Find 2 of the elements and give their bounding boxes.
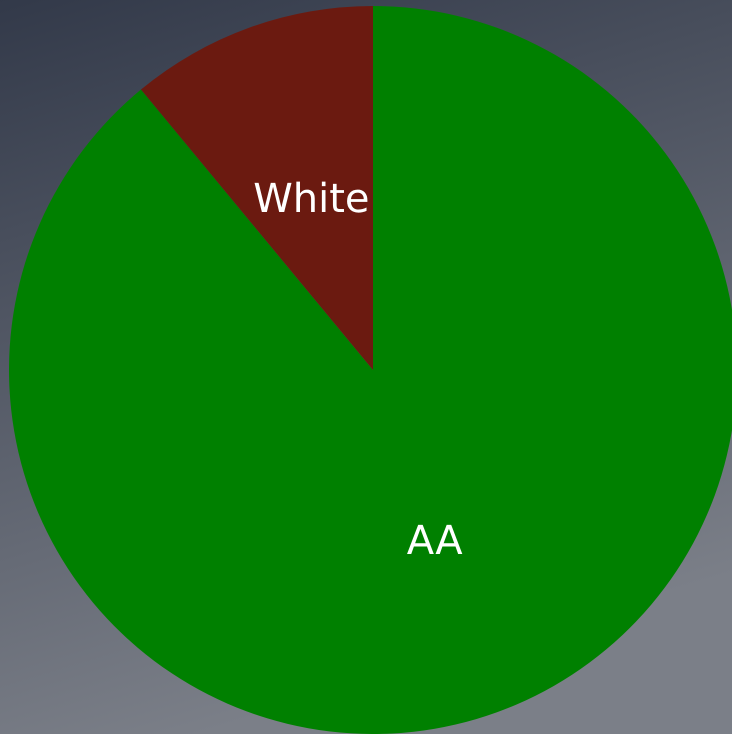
slice-label: White xyxy=(253,176,370,222)
slice-label: AA xyxy=(406,518,464,564)
